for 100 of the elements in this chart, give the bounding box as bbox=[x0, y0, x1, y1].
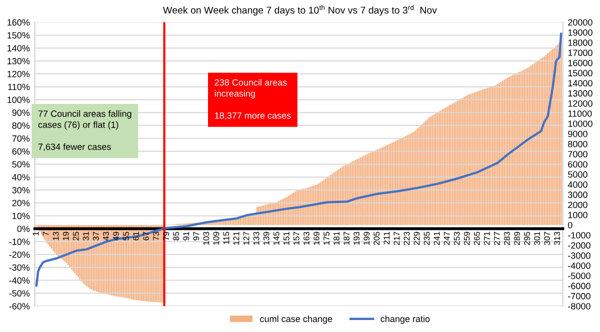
y2-tick-label: -2000 bbox=[568, 242, 590, 249]
x-tick-label: 175 bbox=[324, 232, 330, 245]
y2-tick-label: 5000 bbox=[568, 171, 588, 178]
y2-tick-label: 10000 bbox=[568, 120, 592, 127]
y-tick-label: -30% bbox=[9, 264, 30, 271]
y2-tick-label: 12000 bbox=[568, 100, 592, 107]
y2-tick-label: 9000 bbox=[568, 130, 588, 138]
x-tick-label: 259 bbox=[464, 232, 470, 245]
x-tick-label: 217 bbox=[394, 232, 400, 245]
y-tick-label: 70% bbox=[12, 135, 30, 142]
x-tick-label: 211 bbox=[384, 232, 390, 244]
x-tick-label: 31 bbox=[82, 232, 89, 240]
y2-tick-label: 14000 bbox=[568, 80, 592, 86]
x-tick-label: 73 bbox=[153, 232, 160, 240]
x-tick-label: 139 bbox=[263, 232, 270, 245]
x-tick-label: 103 bbox=[203, 232, 210, 245]
legend-label: cuml case change bbox=[260, 315, 332, 324]
y-tick-label: 90% bbox=[12, 110, 30, 116]
x-tick-label: 85 bbox=[173, 232, 180, 240]
x-tick-label: 241 bbox=[434, 232, 440, 245]
y-tick-label: 0% bbox=[17, 226, 30, 232]
y2-tick-label: 18000 bbox=[568, 39, 592, 46]
y-tick-label: 60% bbox=[12, 148, 30, 155]
y2-tick-label: 6000 bbox=[568, 161, 588, 168]
y2-tick-label: -8000 bbox=[568, 303, 590, 310]
y-tick-label: 150% bbox=[8, 32, 30, 39]
x-tick-label: 151 bbox=[284, 232, 290, 245]
x-tick-label: 109 bbox=[213, 232, 220, 245]
x-tick-label: 199 bbox=[364, 232, 370, 245]
text: 238 Council areas increasing 18,377 more cases bbox=[214, 79, 291, 120]
x-tick-label: 127 bbox=[243, 232, 250, 245]
x-tick-label: 205 bbox=[374, 232, 380, 245]
y2-tick-label: -1000 bbox=[568, 232, 590, 238]
x-tick-label: 295 bbox=[524, 232, 530, 245]
y2-tick-label: 1000 bbox=[568, 212, 588, 218]
x-tick-label: 271 bbox=[484, 232, 490, 245]
y2-tick-label: 7000 bbox=[568, 151, 588, 158]
x-tick-label: 115 bbox=[223, 232, 230, 244]
x-tick-label: 157 bbox=[294, 232, 300, 245]
y-tick-label: 160% bbox=[8, 19, 30, 26]
x-tick-label: 25 bbox=[72, 232, 79, 240]
y-tick-label: -40% bbox=[9, 277, 30, 284]
y-tick-label: 100% bbox=[8, 96, 30, 104]
y2-tick-label: 16000 bbox=[568, 60, 592, 66]
y2-tick-label: -6000 bbox=[568, 282, 590, 290]
x-tick-label: 169 bbox=[314, 232, 320, 245]
x-tick-label: 67 bbox=[143, 232, 149, 240]
x-tick-label: 91 bbox=[183, 232, 190, 240]
text: 77 Council areas falling cases (76) or flat (1) 7,634 fewer cases bbox=[38, 110, 132, 152]
x-tick-label: 1 bbox=[32, 232, 39, 236]
y2-tick-label: 8000 bbox=[568, 140, 588, 148]
y2-tick-label: -5000 bbox=[568, 272, 590, 280]
x-tick-label: 49 bbox=[113, 232, 119, 241]
y-tick-label: -60% bbox=[9, 303, 30, 310]
y2-tick-label: 11000 bbox=[568, 110, 592, 117]
x-tick-label: 19 bbox=[62, 232, 69, 240]
x-tick-label: 7 bbox=[42, 232, 49, 236]
x-tick-label: 79 bbox=[163, 232, 170, 240]
y-tick-label: -50% bbox=[9, 290, 30, 297]
y-tick-label: 50% bbox=[12, 161, 30, 168]
x-tick-label: 289 bbox=[514, 232, 520, 245]
y-tick-label: 80% bbox=[12, 122, 30, 129]
y2-tick-label: -4000 bbox=[568, 262, 590, 269]
y-tick-label: 40% bbox=[12, 174, 30, 180]
x-tick-label: 163 bbox=[303, 232, 310, 245]
x-tick-label: 181 bbox=[334, 232, 340, 245]
x-tick-label: 265 bbox=[474, 232, 480, 245]
y-tick-label: 130% bbox=[8, 58, 30, 64]
y-tick-label: 110% bbox=[8, 84, 30, 90]
y2-tick-label: 15000 bbox=[568, 70, 592, 76]
x-tick-label: 229 bbox=[414, 232, 420, 245]
y-tick-label: 30% bbox=[12, 186, 30, 194]
x-tick-label: 193 bbox=[354, 232, 360, 245]
x-tick-label: 187 bbox=[344, 232, 350, 245]
x-tick-label: 97 bbox=[193, 232, 200, 240]
y2-tick-label: -7000 bbox=[568, 292, 590, 300]
chart-title: Week on Week change 7 days to 10$^{th}$ Nov vs 7 days to 3$^{rd}$ Nov bbox=[163, 4, 437, 16]
y2-tick-label: 3000 bbox=[568, 192, 588, 198]
x-tick-label: 61 bbox=[133, 232, 139, 240]
y2-tick-label: 2000 bbox=[568, 202, 588, 208]
x-tick-label: 55 bbox=[123, 232, 129, 240]
legend-label: change ratio bbox=[380, 315, 430, 324]
x-tick-label: 223 bbox=[404, 232, 410, 245]
x-tick-label: 43 bbox=[102, 232, 109, 241]
y2-tick-label: 17000 bbox=[568, 50, 592, 56]
y-tick-label: 120% bbox=[8, 70, 30, 78]
y-tick-label: -10% bbox=[9, 238, 30, 245]
x-tick-label: 283 bbox=[504, 232, 510, 245]
y-tick-label: 140% bbox=[8, 45, 30, 52]
y2-tick-label: 20000 bbox=[568, 19, 592, 26]
y-tick-label: 20% bbox=[12, 200, 30, 206]
y2-tick-label: -3000 bbox=[568, 252, 590, 259]
y2-tick-label: 19000 bbox=[568, 29, 592, 36]
y2-tick-label: 0 bbox=[568, 222, 572, 228]
x-tick-label: 301 bbox=[534, 232, 540, 246]
x-tick-label: 247 bbox=[444, 232, 450, 245]
x-tick-label: 277 bbox=[494, 232, 500, 245]
x-tick-label: 235 bbox=[424, 232, 430, 245]
x-tick-label: 121 bbox=[233, 232, 240, 245]
x-tick-label: 13 bbox=[52, 232, 59, 240]
